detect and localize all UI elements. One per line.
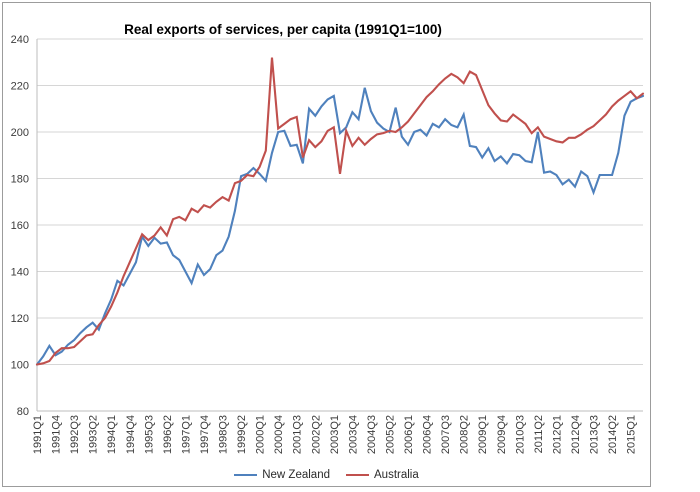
legend-label-australia: Australia — [374, 469, 419, 481]
x-tick-label-2013Q3: 2013Q3 — [589, 415, 601, 454]
x-tick-label-2011Q2: 2011Q2 — [533, 415, 545, 453]
australia-line-swatch — [346, 474, 369, 476]
x-tick-label-1991Q1: 1991Q1 — [32, 415, 44, 454]
legend-item-new-zealand[interactable]: New Zealand — [234, 469, 330, 481]
x-tick-label-2006Q1: 2006Q1 — [403, 415, 415, 454]
x-tick-label-1997Q4: 1997Q4 — [199, 415, 211, 454]
x-tick-label-1996Q2: 1996Q2 — [162, 415, 174, 454]
legend: New Zealand Australia — [2, 469, 651, 481]
series-line-new-zealand[interactable] — [35, 87, 645, 366]
x-tick-label-2000Q4: 2000Q4 — [273, 415, 285, 454]
x-tick-label-2015Q1: 2015Q1 — [626, 415, 638, 454]
x-tick-label-1991Q4: 1991Q4 — [51, 415, 63, 454]
x-tick-label-2006Q4: 2006Q4 — [422, 415, 434, 454]
y-tick-label-120: 120 — [11, 313, 29, 325]
y-tick-label-160: 160 — [11, 220, 29, 232]
new-zealand-line-swatch — [234, 474, 258, 476]
x-tick-label-1998Q3: 1998Q3 — [218, 415, 230, 454]
y-tick-label-180: 180 — [11, 174, 29, 186]
series-line-australia[interactable] — [35, 57, 645, 366]
x-tick-label-2003Q1: 2003Q1 — [329, 415, 341, 454]
x-tick-label-1995Q3: 1995Q3 — [143, 415, 155, 454]
y-tick-label-80: 80 — [17, 406, 29, 418]
legend-item-australia[interactable]: Australia — [346, 469, 419, 481]
x-tick-label-1997Q1: 1997Q1 — [180, 415, 192, 454]
x-tick-label-2005Q2: 2005Q2 — [384, 415, 396, 454]
x-tick-label-2000Q1: 2000Q1 — [255, 415, 267, 454]
x-tick-label-2010Q3: 2010Q3 — [514, 415, 526, 454]
y-tick-label-100: 100 — [11, 360, 29, 372]
x-tick-label-2004Q3: 2004Q3 — [366, 415, 378, 454]
x-tick-label-2014Q2: 2014Q2 — [607, 415, 619, 454]
chart-frame — [2, 2, 651, 487]
y-tick-label-200: 200 — [11, 127, 29, 139]
x-tick-label-1993Q2: 1993Q2 — [88, 415, 100, 454]
legend-label-new-zealand: New Zealand — [262, 469, 330, 481]
x-tick-label-2009Q4: 2009Q4 — [496, 415, 508, 454]
y-tick-label-240: 240 — [11, 34, 29, 46]
x-tick-label-1994Q4: 1994Q4 — [125, 415, 137, 454]
x-tick-label-2007Q3: 2007Q3 — [440, 415, 452, 454]
x-tick-label-2001Q3: 2001Q3 — [292, 415, 304, 454]
x-tick-label-2003Q4: 2003Q4 — [347, 415, 359, 454]
x-tick-label-2009Q1: 2009Q1 — [477, 415, 489, 454]
x-tick-label-2012Q4: 2012Q4 — [570, 415, 582, 454]
y-tick-label-140: 140 — [11, 267, 29, 279]
y-tick-label-220: 220 — [11, 81, 29, 93]
x-tick-label-2002Q2: 2002Q2 — [310, 415, 322, 454]
x-tick-label-1992Q3: 1992Q3 — [69, 415, 81, 454]
x-tick-label-2012Q1: 2012Q1 — [551, 415, 563, 454]
x-tick-label-2008Q2: 2008Q2 — [459, 415, 471, 454]
chart-title: Real exports of services, per capita (19… — [124, 22, 442, 37]
x-tick-label-1994Q1: 1994Q1 — [106, 415, 118, 454]
x-tick-label-1999Q2: 1999Q2 — [236, 415, 248, 454]
